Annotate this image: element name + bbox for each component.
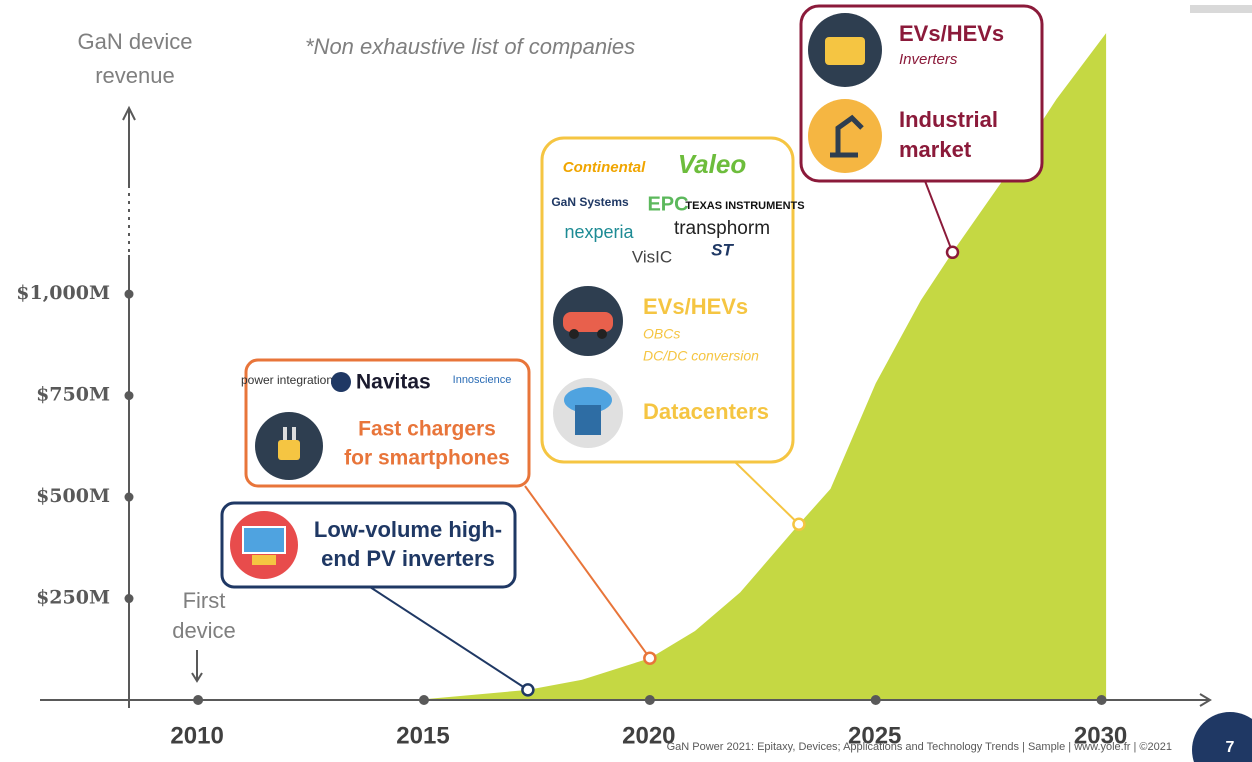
callout-text: EVs/HEVs: [899, 21, 1004, 46]
callout-connector: [924, 180, 954, 253]
callout-text: end PV inverters: [321, 546, 495, 571]
logo: transphorm: [674, 218, 770, 239]
callout-industrial: EVs/HEVs Inverters Industrial market: [799, 4, 1044, 183]
callout-point: [792, 517, 806, 532]
icon: [278, 440, 300, 460]
icon: [569, 329, 579, 339]
logo: Navitas: [356, 371, 431, 394]
first-device: First: [183, 588, 226, 613]
icon: [252, 555, 276, 565]
decor-bar: [1190, 5, 1252, 13]
icon: [331, 372, 351, 392]
callout-text: for smartphones: [344, 447, 510, 470]
page-number: 7: [1226, 739, 1235, 756]
callout-text: Low-volume high-: [314, 517, 502, 542]
callout-text: Fast chargers: [358, 418, 496, 441]
y-axis-title: revenue: [95, 63, 175, 88]
logo: ST: [711, 240, 734, 259]
logo: TEXAS INSTRUMENTS: [685, 200, 804, 212]
plot: $250M $500M $750M $1,000M 2010 2015 2020 2025 20…: [16, 33, 1212, 749]
x-tick: [644, 695, 655, 705]
first-device-arrow: [191, 650, 203, 683]
x-tick-label: 2010: [170, 722, 223, 749]
callout-pv: Low-volume high- end PV inverters: [220, 501, 517, 589]
y-tick-label: $500M: [36, 485, 110, 507]
y-tick: [124, 289, 134, 299]
x-axis: [40, 693, 1212, 707]
x-tick-label: 2020: [622, 722, 675, 749]
y-tick-label: $750M: [36, 384, 110, 406]
callout-ev-datacenter: Continental Valeo GaN Systems EPC TEXAS …: [540, 136, 805, 464]
callout-detail: DC/DC conversion: [643, 348, 759, 364]
x-tick: [870, 695, 881, 705]
x-tick: [1096, 695, 1107, 705]
callout-connector: [369, 586, 529, 691]
icon: [597, 329, 607, 339]
callout-box: [540, 136, 795, 464]
callout-text: Datacenters: [643, 399, 769, 424]
icon: [292, 427, 296, 440]
logo: Valeo: [678, 149, 747, 179]
y-tick: [124, 492, 134, 502]
callout-point: [643, 651, 657, 665]
logo: Continental: [563, 159, 646, 176]
y-axis: [122, 105, 136, 708]
callout-chargers: power integrations Navitas Innoscience F…: [241, 358, 531, 488]
y-tick-label: $1,000M: [16, 282, 110, 304]
page-badge: [1192, 712, 1252, 762]
callout-connector: [524, 485, 651, 659]
logo: VisIC: [632, 247, 672, 266]
x-tick: [418, 695, 429, 705]
logo: GaN Systems: [551, 195, 629, 209]
logo: EPC: [647, 193, 688, 215]
logo: power integrations: [241, 373, 339, 387]
note: *Non exhaustive list of companies: [305, 34, 635, 59]
y-tick: [124, 594, 134, 604]
callout-box: [220, 501, 517, 589]
y-tick: [124, 391, 134, 401]
y-tick-label: $250M: [36, 587, 110, 609]
icon: [830, 114, 864, 158]
first-device: device: [172, 618, 236, 643]
x-tick: [193, 695, 204, 705]
x-tick-label: 2025: [848, 722, 901, 749]
icon: [242, 526, 286, 554]
icon: [808, 99, 882, 173]
callout-detail: OBCs: [643, 326, 680, 342]
y-axis-title: GaN device: [78, 29, 193, 54]
callout-detail: Inverters: [899, 51, 958, 68]
callout-text: market: [899, 137, 972, 162]
callout-connector: [734, 461, 800, 525]
icon: [575, 405, 601, 435]
x-tick-label: 2015: [396, 722, 449, 749]
callout-text: EVs/HEVs: [643, 294, 748, 319]
footer: GaN Power 2021: Epitaxy, Devices; Applic…: [667, 741, 1172, 753]
x-tick-label: 2030: [1074, 722, 1127, 749]
callout-point: [521, 683, 535, 697]
callout-text: Industrial: [899, 107, 998, 132]
callout-point: [945, 245, 960, 260]
logo: nexperia: [564, 222, 634, 242]
icon: [283, 427, 287, 440]
revenue-area: [288, 33, 1107, 701]
icon: [825, 37, 865, 65]
icon: [563, 312, 613, 332]
logo: Innoscience: [453, 374, 512, 386]
